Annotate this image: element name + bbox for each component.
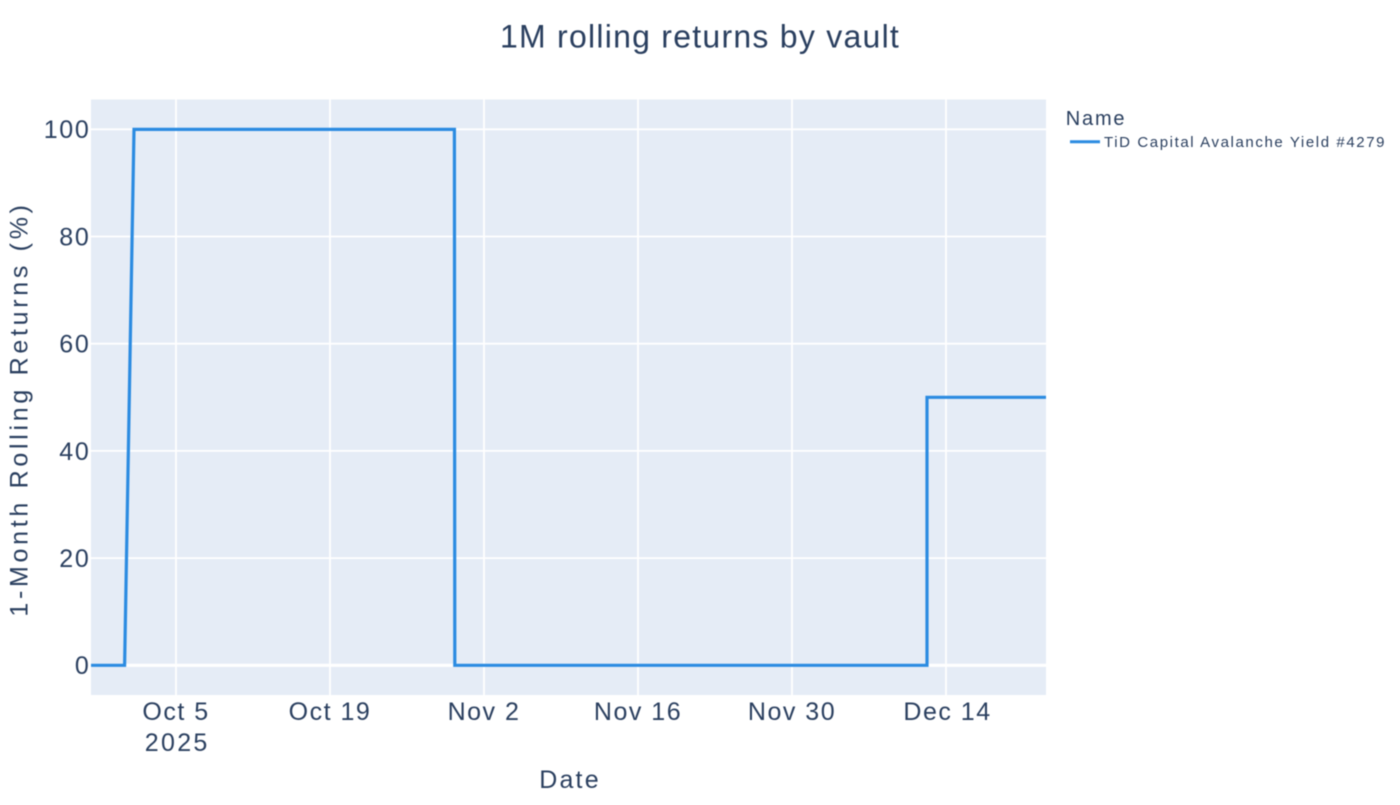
- svg-text:80: 80: [59, 223, 90, 251]
- svg-text:20: 20: [59, 545, 90, 573]
- svg-text:2025: 2025: [145, 729, 210, 757]
- svg-text:TiD Capital Avalanche Yield #4: TiD Capital Avalanche Yield #4279: [1104, 134, 1386, 151]
- svg-text:Nov 30: Nov 30: [748, 698, 836, 726]
- svg-text:Nov 16: Nov 16: [594, 698, 682, 726]
- svg-text:Nov 2: Nov 2: [448, 698, 521, 726]
- svg-text:60: 60: [59, 331, 90, 359]
- svg-text:0: 0: [75, 652, 91, 680]
- svg-text:Date: Date: [539, 766, 601, 794]
- svg-text:40: 40: [59, 438, 90, 466]
- svg-text:100: 100: [44, 116, 91, 144]
- svg-text:Oct 5: Oct 5: [142, 698, 209, 726]
- svg-text:Dec 14: Dec 14: [903, 698, 991, 726]
- svg-text:1-Month Rolling Returns (%): 1-Month Rolling Returns (%): [6, 201, 34, 616]
- svg-text:1M rolling returns by vault: 1M rolling returns by vault: [500, 19, 900, 55]
- svg-text:Oct 19: Oct 19: [289, 698, 372, 726]
- svg-text:Name: Name: [1066, 108, 1127, 130]
